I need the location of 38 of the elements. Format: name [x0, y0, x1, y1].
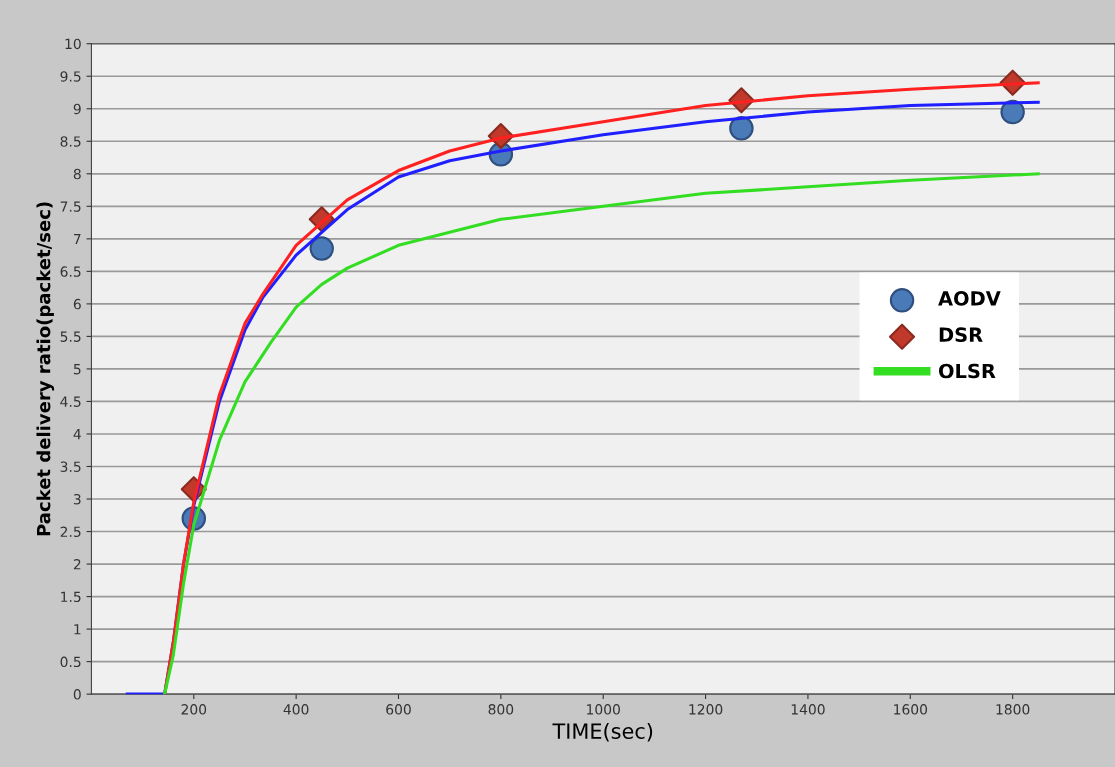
y-tick-label: 3	[73, 493, 81, 505]
y-tick-label: 10	[65, 38, 81, 50]
y-tick-label: 2	[73, 559, 81, 570]
x-tick-label: 200	[181, 704, 207, 715]
y-tick-label: 9	[73, 103, 81, 115]
y-axis-title: Packet delivery ratio(packet/sec)	[36, 202, 55, 536]
legend-label: OLSR	[938, 363, 996, 379]
x-tick-label: 1400	[791, 704, 825, 715]
y-tick-label: 8	[73, 168, 81, 180]
point	[309, 236, 334, 261]
legend-label: DSR	[939, 327, 983, 343]
y-tick-label: 0	[73, 689, 81, 700]
y-tick-label: 8.5	[60, 136, 81, 147]
x-tick-label: 400	[283, 704, 309, 715]
y-tick-label: 6.5	[60, 266, 81, 277]
x-tick-label: 800	[488, 704, 514, 715]
x-tick-label: 1000	[587, 704, 620, 715]
point	[729, 116, 754, 141]
y-tick-label: 6	[73, 298, 81, 310]
y-tick-label: 4.5	[60, 396, 81, 407]
y-tick-label: 1.5	[61, 591, 81, 603]
y-tick-label: 0.5	[60, 656, 81, 668]
x-tick-label: 1200	[689, 704, 723, 715]
y-tick-label: 2.5	[60, 526, 81, 538]
x-tick-label: 1800	[996, 704, 1030, 715]
y-tick-label: 5	[73, 364, 81, 375]
y-tick-label: 9.5	[60, 71, 81, 82]
x-axis-title: TIME(sec)	[552, 722, 653, 742]
y-tick-label: 7.5	[60, 201, 81, 212]
y-tick-label: 7	[74, 233, 81, 245]
y-tick-label: 3.5	[60, 461, 81, 472]
x-tick-label: 600	[386, 704, 411, 715]
x-tick-label: 1600	[894, 704, 928, 715]
y-tick-label: 1	[74, 624, 81, 635]
legend-label: AODV	[938, 291, 1001, 306]
point	[1000, 99, 1025, 125]
y-tick-label: 4	[73, 429, 81, 440]
y-tick-label: 5.5	[60, 331, 81, 342]
